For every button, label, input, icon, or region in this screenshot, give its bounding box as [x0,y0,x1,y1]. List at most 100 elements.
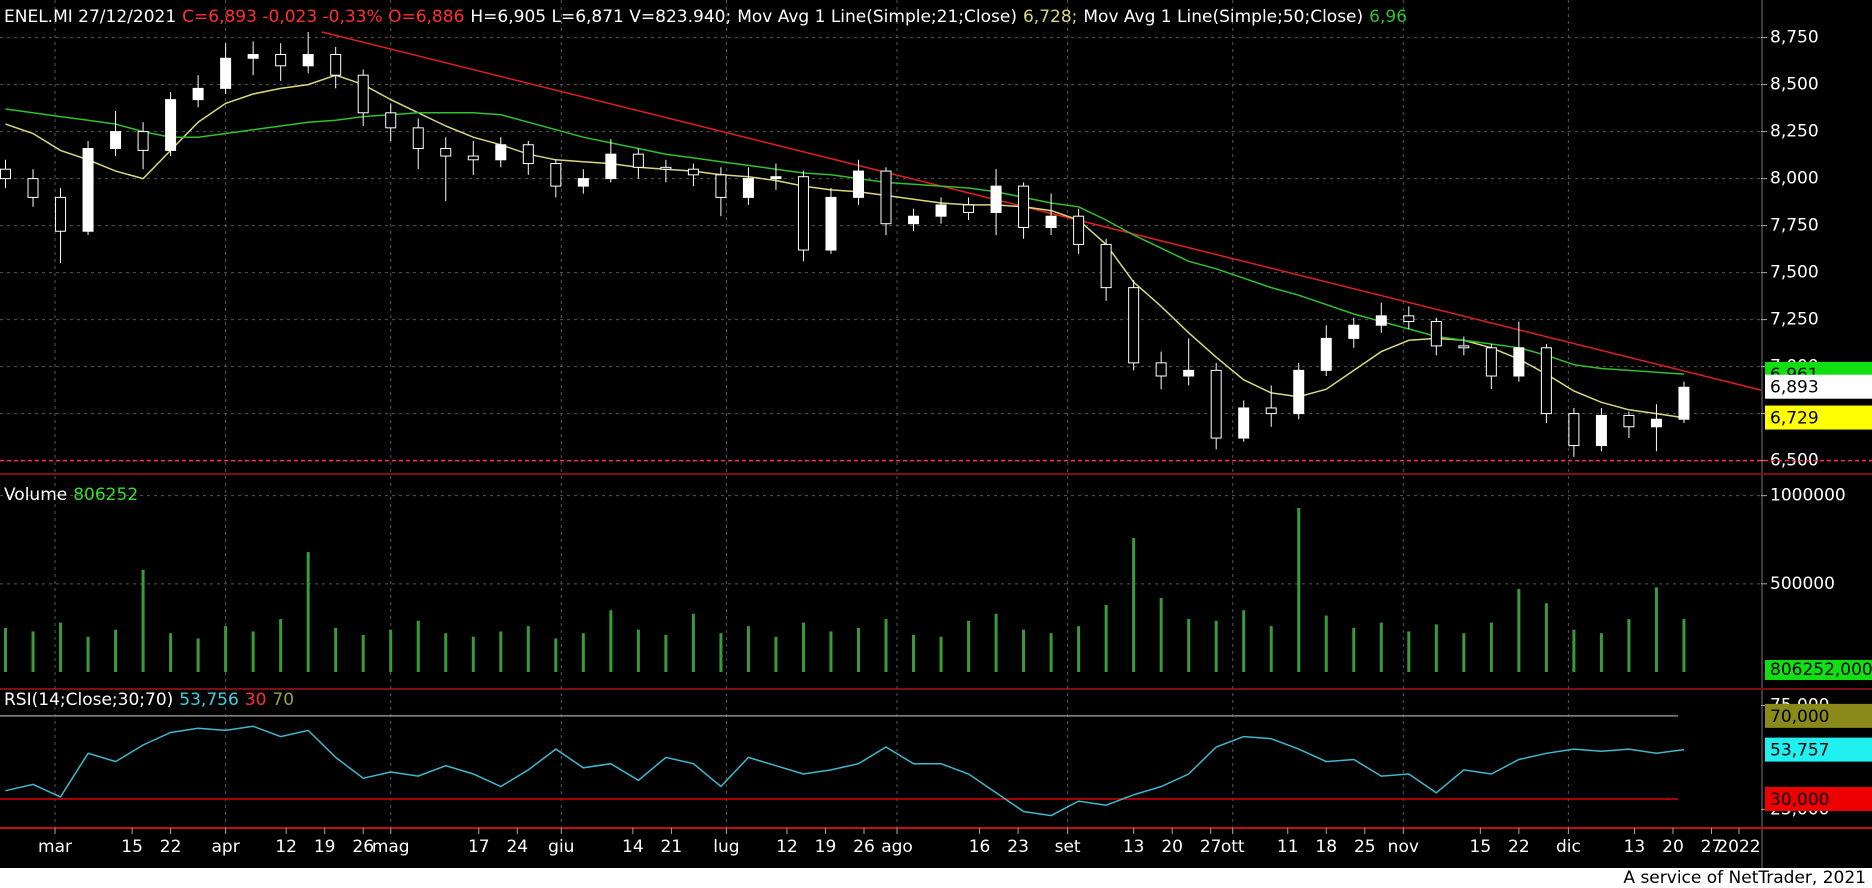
last-value-box [1765,660,1872,680]
legend-entry: Mov Avg 1 Line(Simple;50;Close) [1083,7,1363,27]
x-tick-label: 11 [1277,837,1299,857]
header-part: RSI(14;Close;30;70) [4,690,173,710]
x-tick-label: 15 [121,837,143,857]
volume-bar [1159,597,1163,672]
candle-body [1018,185,1030,228]
candle-body [1320,337,1332,371]
volume-bar [59,622,63,672]
x-tick-label: 2022 [1717,837,1760,857]
x-tick-label: ott [1221,837,1245,857]
candle-body [82,148,94,232]
candle-body [385,112,397,129]
volume-bar [31,631,35,672]
candle-body [1430,320,1442,347]
candle-body [797,176,809,251]
footer-strip [0,868,1872,888]
candle-body [1238,407,1250,439]
x-tick-label: 12 [776,837,798,857]
volume-bar [967,620,971,672]
x-tick-label: 27 [1701,837,1723,857]
candle-body [990,185,1002,213]
candle-body [357,74,369,114]
x-tick-label: 17 [468,837,490,857]
volume-bar [1434,624,1438,672]
candle-body [1100,243,1112,289]
x-tick-label: 23 [1007,837,1029,857]
x-tick-label: 20 [1662,837,1684,857]
y-tick-label: 7,250 [1770,310,1819,330]
candle-body [577,178,589,187]
x-tick-label: 18 [1315,837,1337,857]
volume-bar [1627,619,1631,672]
volume-bar [994,613,998,672]
candle-body [1375,315,1387,326]
volume-bar [829,631,833,672]
candle-body [632,153,644,168]
candle-body [1403,315,1415,322]
candle-body [247,54,259,59]
header-part: Volume [4,485,67,505]
volume-bar [691,613,695,672]
volume-bar [389,629,393,672]
candle-body [1513,347,1525,377]
last-value-box [1765,737,1872,762]
header-part: 70 [272,690,294,710]
volume-bar [1489,622,1493,672]
volume-bar [774,636,778,672]
x-tick-label: 13 [1624,837,1646,857]
candle-body [1540,347,1552,415]
x-tick-label: 21 [661,837,683,857]
candle-body [330,54,342,76]
volume-bar [1682,619,1686,672]
x-tick-label: 26 [352,837,374,857]
volume-bar [4,627,8,672]
candle-body [302,54,314,67]
last-value-box [1765,786,1872,811]
volume-bar [1654,587,1658,672]
x-tick-label: giu [548,837,574,857]
x-tick-label: mag [372,837,410,857]
candle-body [1458,345,1470,349]
candle-body [192,87,204,101]
candle-body [742,178,754,198]
last-value-box [1765,405,1872,430]
x-tick-label: 14 [622,837,644,857]
volume-bar [141,569,145,672]
volume-bar [1379,622,1383,672]
header-part: 30 [245,690,267,710]
x-tick-label: mar [38,837,72,857]
candle-body [1485,347,1497,377]
candle-body [110,131,122,150]
x-tick-label: lug [713,837,739,857]
x-tick-label: 12 [275,837,297,857]
candle-body [165,99,177,151]
volume-bar [856,627,860,672]
volume-bar [609,610,613,672]
series-line [5,725,1685,817]
candle-body [908,215,920,225]
x-tick-label: ago [881,837,913,857]
volume-bar [1214,620,1218,672]
volume-bar [912,634,916,672]
candle-body [1348,324,1360,339]
candle-body [467,155,479,161]
volume-bar [416,620,420,672]
last-value-label: 6,893 [1770,378,1819,398]
panel-header: ENEL.MI 27/12/2021 C=6,893 -0,023 -0,33% … [4,7,1407,27]
candle-body [1650,418,1662,428]
header-part: ENEL.MI 27/12/2021 [4,7,176,27]
volume-bar [114,629,118,672]
volume-bar [719,633,723,672]
legend-value: 6,728; [1023,7,1077,27]
volume-bar [1462,633,1466,672]
volume-bar [444,633,448,672]
y-tick-label: 8,000 [1770,169,1819,189]
candle-body [715,174,727,198]
candle-body [963,204,975,213]
volume-bar [1022,629,1026,672]
volume-bar [334,627,338,672]
x-tick-label: 13 [1123,837,1145,857]
header-part: C=6,893 -0,023 -0,33% O=6,886 [182,7,464,27]
candle-body [660,166,672,170]
